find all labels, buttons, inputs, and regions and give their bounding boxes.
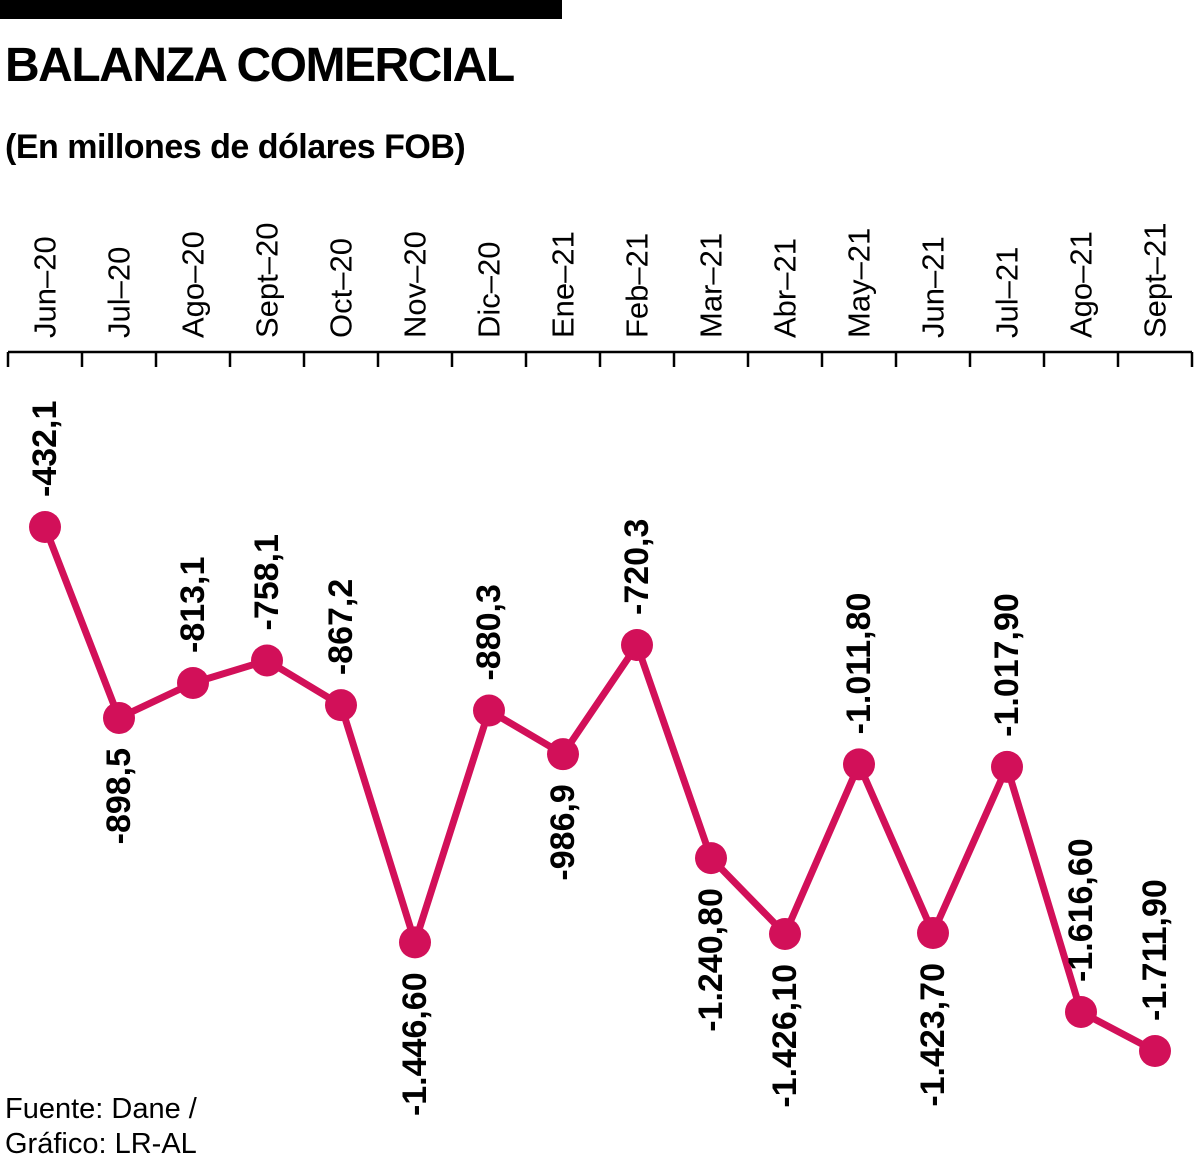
top-accent-bar <box>0 0 562 19</box>
x-axis-label: Ene–21 <box>546 231 581 338</box>
value-label: -1.446,60 <box>396 972 434 1116</box>
data-point <box>843 748 875 781</box>
source-credit: Fuente: Dane / Gráfico: LR-AL <box>5 1092 197 1163</box>
data-point <box>769 917 801 950</box>
source-line: Fuente: Dane / <box>5 1093 197 1125</box>
value-label: -1.017,90 <box>988 593 1026 737</box>
data-point <box>29 511 61 543</box>
x-axis-label: Jul–21 <box>990 247 1025 338</box>
x-axis-label: Nov–20 <box>398 231 433 338</box>
value-label: -1.240,80 <box>692 888 730 1032</box>
value-label: -720,3 <box>618 519 656 615</box>
chart-subtitle: (En millones de dólares FOB) <box>5 128 466 166</box>
x-axis-label: Jun–21 <box>916 236 951 338</box>
credit-line: Gráfico: LR-AL <box>5 1128 197 1161</box>
data-point <box>621 629 653 662</box>
value-label: -813,1 <box>174 557 212 653</box>
chart-title: BALANZA COMERCIAL <box>5 39 515 92</box>
data-point <box>473 694 505 727</box>
data-point <box>251 644 283 677</box>
value-label: -1.011,80 <box>840 593 878 735</box>
x-axis-label: Mar–21 <box>694 233 729 338</box>
x-axis-label: Dic–20 <box>472 242 507 339</box>
value-label: -867,2 <box>322 579 360 675</box>
x-axis-label: Jun–20 <box>28 236 63 338</box>
x-axis-label: Sept–20 <box>250 223 285 339</box>
value-label: -880,3 <box>470 584 508 680</box>
data-line <box>41 523 1159 1055</box>
x-axis-label: Ago–20 <box>176 231 211 338</box>
x-axis-label: Sept–21 <box>1138 223 1173 339</box>
value-label: -432,1 <box>26 401 64 497</box>
x-axis-label: Abr–21 <box>768 238 803 338</box>
x-axis-label: May–21 <box>842 228 877 338</box>
data-point <box>547 738 579 771</box>
value-label: -1.423,70 <box>914 963 952 1107</box>
x-axis-label: Ago–21 <box>1064 231 1099 338</box>
value-label: -758,1 <box>248 534 286 630</box>
data-point <box>695 842 727 875</box>
value-label: -898,5 <box>100 748 138 844</box>
x-axis-label: Feb–21 <box>620 233 655 338</box>
value-label: -1.711,90 <box>1136 879 1174 1021</box>
data-point <box>917 916 949 949</box>
x-axis-label: Jul–20 <box>102 247 137 338</box>
data-point <box>991 750 1023 783</box>
value-label: -986,9 <box>544 784 582 880</box>
value-label: -1.616,60 <box>1062 838 1100 982</box>
data-point <box>1139 1035 1171 1067</box>
data-point <box>325 689 357 722</box>
value-label: -1.426,10 <box>766 964 804 1108</box>
data-point <box>103 701 135 734</box>
x-axis-label: Oct–20 <box>324 238 359 338</box>
data-point <box>1065 995 1097 1028</box>
data-point <box>177 666 209 699</box>
data-point <box>399 926 431 959</box>
